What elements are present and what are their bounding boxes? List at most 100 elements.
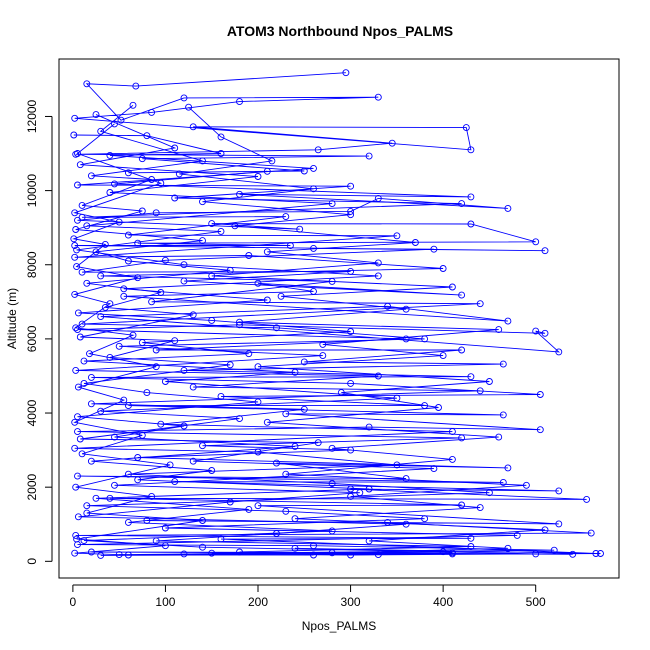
data-point — [97, 313, 105, 321]
data-point — [439, 265, 447, 272]
data-point — [208, 272, 216, 280]
data-point — [263, 248, 271, 256]
data-point — [550, 546, 558, 554]
data-point — [532, 238, 540, 246]
data-point — [597, 550, 604, 557]
data-point — [245, 350, 253, 358]
data-point — [208, 549, 216, 557]
data-point — [430, 465, 438, 473]
data-point — [555, 520, 563, 528]
data-point — [569, 550, 577, 558]
data-point — [448, 455, 456, 463]
data-point — [120, 292, 128, 300]
x-axis: 0 100 200 300 400 500 — [70, 584, 546, 609]
data-point — [388, 139, 396, 147]
y-tick-label: 6000 — [25, 325, 39, 352]
y-axis: 0 2000 4000 6000 8000 10000 12000 — [25, 99, 53, 565]
data-point — [189, 383, 197, 391]
data-point — [106, 151, 114, 159]
data-point — [268, 157, 276, 165]
plot-title: ATOM3 Northbound Npos_PALMS — [227, 23, 453, 39]
data-point — [245, 252, 253, 259]
data-point — [402, 305, 410, 313]
data-point — [157, 179, 165, 187]
data-point — [282, 470, 290, 478]
data-point — [175, 170, 183, 178]
data-point — [328, 480, 336, 487]
data-point — [365, 423, 373, 431]
data-point — [189, 123, 197, 131]
data-point — [157, 289, 165, 296]
data-point — [485, 378, 493, 385]
data-point — [310, 542, 317, 550]
data-point — [504, 204, 512, 212]
data-point — [499, 478, 507, 486]
data-point — [485, 489, 493, 497]
series-5 — [70, 120, 206, 559]
data-point — [101, 240, 109, 248]
y-tick-label: 12000 — [25, 99, 39, 133]
data-point — [171, 337, 179, 345]
data-point — [97, 407, 105, 415]
data-point — [71, 444, 79, 452]
data-point — [152, 363, 160, 371]
data-point — [342, 69, 350, 77]
data-point — [513, 531, 521, 539]
data-point — [458, 291, 466, 299]
data-point — [245, 505, 253, 513]
data-point — [226, 361, 234, 369]
data-point — [161, 378, 169, 385]
data-point — [328, 444, 336, 452]
data-point — [310, 164, 317, 172]
chart-title: ATOM3 Northbound Npos_PALMS — [227, 23, 453, 39]
data-point — [161, 524, 169, 532]
data-point — [347, 182, 355, 190]
data-point — [421, 515, 429, 523]
data-point — [365, 537, 373, 545]
data-point — [74, 472, 81, 480]
data-point — [117, 116, 125, 124]
data-point — [374, 259, 382, 267]
data-point — [74, 383, 82, 391]
plot-frame — [58, 58, 620, 579]
data-point — [132, 82, 140, 90]
data-point — [328, 549, 336, 557]
data-point — [374, 272, 382, 280]
data-point — [71, 114, 79, 122]
x-tick-label: 300 — [341, 595, 361, 609]
data-point — [106, 300, 114, 308]
axes-layer: 0 100 200 300 400 500 0 2000 4000 6000 8000 10000 1… — [25, 58, 620, 609]
data-point — [189, 311, 197, 319]
data-point — [138, 207, 146, 215]
data-point — [365, 152, 373, 160]
data-point — [124, 551, 132, 559]
data-point — [476, 504, 484, 512]
data-point — [120, 396, 128, 404]
data-point — [374, 194, 382, 202]
data-point — [458, 501, 466, 509]
data-point — [435, 404, 442, 411]
data-point — [254, 502, 262, 510]
data-point — [467, 146, 475, 154]
series-layer — [70, 69, 604, 559]
data-point — [76, 435, 84, 443]
data-point — [347, 211, 355, 219]
data-point — [76, 161, 84, 169]
data-point — [171, 194, 179, 202]
y-tick-label: 10000 — [25, 174, 39, 208]
data-point — [74, 150, 81, 157]
data-point — [217, 227, 225, 235]
data-point — [495, 433, 503, 441]
data-point — [72, 366, 80, 374]
data-point — [72, 531, 80, 539]
data-point — [83, 80, 91, 88]
data-point — [71, 549, 79, 557]
data-point — [536, 391, 544, 398]
data-point — [236, 318, 243, 326]
data-point — [124, 231, 132, 239]
data-point — [76, 333, 84, 341]
data-point — [83, 509, 91, 517]
data-point — [74, 513, 82, 521]
data-point — [439, 352, 447, 360]
data-point — [87, 373, 95, 381]
